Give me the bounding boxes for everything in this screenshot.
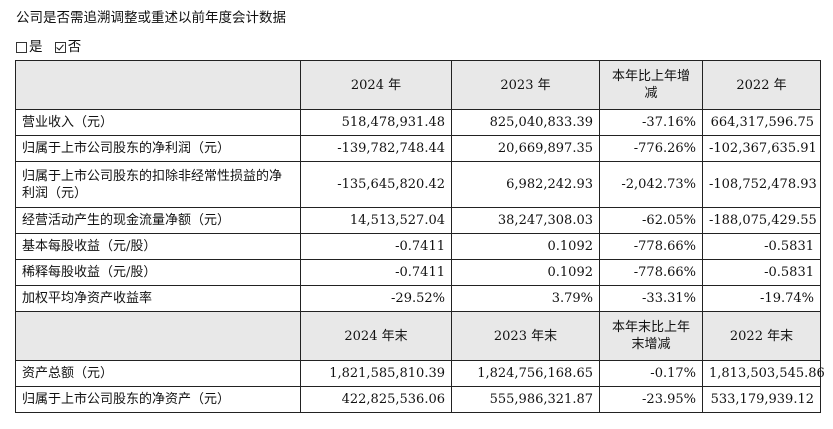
header-cell: 2023 年末: [451, 311, 600, 361]
table-cell: 1,813,503,545.86: [702, 360, 825, 387]
choice-no-label: 否: [67, 39, 82, 55]
table-row: 资产总额（元） 1,821,585,810.39 1,824,756,168.6…: [15, 360, 825, 387]
table-cell: -0.7411: [300, 259, 452, 286]
table-cell: -0.7411: [300, 233, 452, 260]
table-cell: 664,317,596.75: [702, 109, 821, 136]
table-cell: -776.26%: [599, 135, 703, 162]
table-cell: -102,367,635.91: [702, 135, 821, 162]
table-cell: -778.66%: [599, 233, 703, 260]
table-cell: 38,247,308.03: [451, 207, 600, 234]
table-header-row: 2024 年末 2023 年末 本年末比上年末增减 2022 年末: [15, 311, 821, 361]
table-cell: -23.95%: [599, 386, 703, 413]
table-cell: -33.31%: [599, 285, 703, 312]
table-row: 归属于上市公司股东的净资产（元） 422,825,536.06 555,986,…: [15, 386, 821, 413]
intro-question: 公司是否需追溯调整或重述以前年度会计数据: [16, 10, 286, 26]
table-cell: -29.52%: [300, 285, 452, 312]
header-cell: [15, 60, 301, 110]
header-cell: 2022 年: [702, 60, 821, 110]
table-cell: -0.5831: [702, 233, 821, 260]
table-row: 归属于上市公司股东的净利润（元） -139,782,748.44 20,669,…: [15, 135, 821, 162]
row-label: 归属于上市公司股东的扣除非经常性损益的净利润（元）: [15, 161, 301, 208]
header-cell: 本年比上年增减: [599, 60, 703, 110]
table-row: 经营活动产生的现金流量净额（元） 14,513,527.04 38,247,30…: [15, 207, 821, 234]
table-row: 基本每股收益（元/股） -0.7411 0.1092 -778.66% -0.5…: [15, 233, 821, 260]
restatement-choice: 是 否: [16, 35, 89, 55]
table-row: 归属于上市公司股东的扣除非经常性损益的净利润（元） -135,645,820.4…: [15, 161, 821, 208]
table-cell: -19.74%: [702, 285, 821, 312]
table-cell: 1,821,585,810.39: [300, 360, 452, 387]
table-cell: 14,513,527.04: [300, 207, 452, 234]
choice-yes[interactable]: 是: [16, 39, 47, 55]
row-label: 稀释每股收益（元/股）: [15, 259, 301, 286]
table-cell: -2,042.73%: [599, 161, 703, 208]
table-cell: 1,824,756,168.65: [451, 360, 600, 387]
table-header-row: 2024 年 2023 年 本年比上年增减 2022 年: [15, 60, 821, 110]
table-cell: 825,040,833.39: [451, 109, 600, 136]
table-cell: 0.1092: [451, 259, 600, 286]
header-cell: 2024 年: [300, 60, 452, 110]
row-label: 经营活动产生的现金流量净额（元）: [15, 207, 301, 234]
table-cell: 20,669,897.35: [451, 135, 600, 162]
table-cell: -188,075,429.55: [702, 207, 821, 234]
table-cell: -108,752,478.93: [702, 161, 821, 208]
table-cell: -62.05%: [599, 207, 703, 234]
table-cell: -778.66%: [599, 259, 703, 286]
accounting-data-table: 2024 年 2023 年 本年比上年增减 2022 年 营业收入（元） 518…: [15, 60, 825, 413]
header-cell: [15, 311, 301, 361]
header-cell: 2024 年末: [300, 311, 452, 361]
header-cell: 本年末比上年末增减: [599, 311, 703, 361]
table-row: 营业收入（元） 518,478,931.48 825,040,833.39 -3…: [15, 109, 821, 136]
row-label: 营业收入（元）: [15, 109, 301, 136]
table-cell: -0.17%: [599, 360, 703, 387]
table-cell: -0.5831: [702, 259, 821, 286]
table-cell: -37.16%: [599, 109, 703, 136]
table-cell: 518,478,931.48: [300, 109, 452, 136]
row-label: 归属于上市公司股东的净利润（元）: [15, 135, 301, 162]
header-cell: 2022 年末: [702, 311, 821, 361]
table-cell: -139,782,748.44: [300, 135, 452, 162]
table-cell: 0.1092: [451, 233, 600, 260]
table-cell: 3.79%: [451, 285, 600, 312]
row-label: 资产总额（元）: [15, 360, 301, 387]
choice-yes-label: 是: [29, 39, 43, 55]
row-label: 归属于上市公司股东的净资产（元）: [15, 386, 301, 413]
checkbox-unchecked-icon[interactable]: [16, 42, 27, 53]
header-cell: 2023 年: [451, 60, 600, 110]
choice-no[interactable]: 否: [54, 39, 82, 55]
table-cell: 533,179,939.12: [702, 386, 821, 413]
table-row: 加权平均净资产收益率 -29.52% 3.79% -33.31% -19.74%: [15, 285, 821, 312]
checkbox-checked-icon[interactable]: [54, 42, 66, 53]
table-cell: 6,982,242.93: [451, 161, 600, 208]
row-label: 加权平均净资产收益率: [15, 285, 301, 312]
table-cell: -135,645,820.42: [300, 161, 452, 208]
table-cell: 422,825,536.06: [300, 386, 452, 413]
table-row: 稀释每股收益（元/股） -0.7411 0.1092 -778.66% -0.5…: [15, 259, 821, 286]
row-label: 基本每股收益（元/股）: [15, 233, 301, 260]
table-cell: 555,986,321.87: [451, 386, 600, 413]
